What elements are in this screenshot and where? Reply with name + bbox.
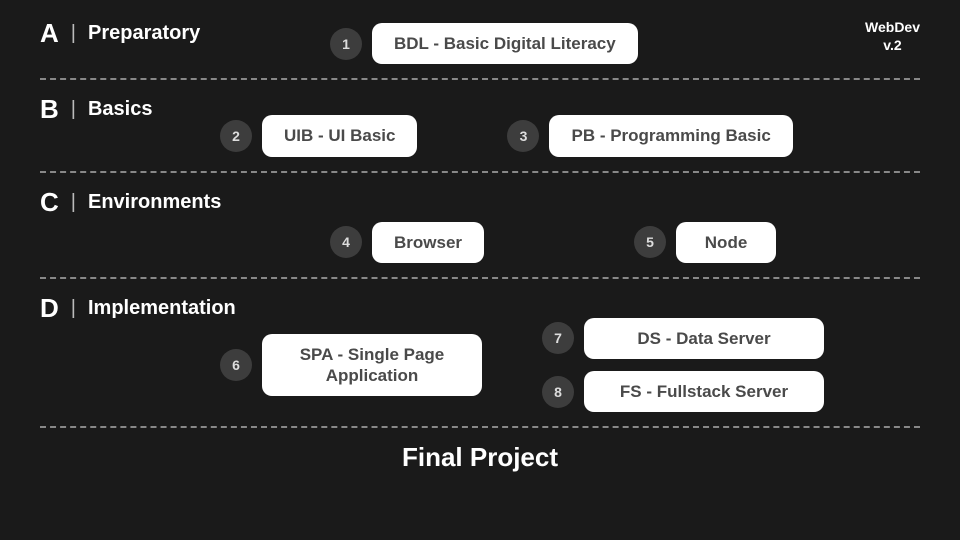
module-number-badge: 4 [330,226,362,258]
module-2: 2 UIB - UI Basic [220,115,417,156]
modules-row-a: 1 BDL - Basic Digital Literacy [330,23,920,64]
module-number-badge: 6 [220,349,252,381]
section-letter: D [40,293,59,324]
module-card: Node [676,222,776,263]
divider [40,78,920,80]
module-card: UIB - UI Basic [262,115,417,156]
module-1: 1 BDL - Basic Digital Literacy [330,23,638,64]
module-number-badge: 8 [542,376,574,408]
section-title: Preparatory [88,22,200,45]
section-a: A | Preparatory 1 BDL - Basic Digital Li… [40,18,920,64]
module-7: 7 DS - Data Server [542,318,824,359]
section-separator: | [71,98,76,121]
module-number-badge: 3 [507,120,539,152]
module-5: 5 Node [634,222,776,263]
module-number-badge: 1 [330,28,362,60]
modules-row-d: 6 SPA - Single Page Application 7 DS - D… [220,318,920,413]
modules-row-b: 2 UIB - UI Basic 3 PB - Programming Basi… [220,115,920,156]
module-card: SPA - Single Page Application [262,334,482,397]
section-head-c: C | Environments [40,187,920,218]
curriculum-diagram: A | Preparatory 1 BDL - Basic Digital Li… [0,0,960,473]
divider [40,426,920,428]
section-separator: | [71,297,76,320]
final-project-label: Final Project [40,442,920,473]
section-title: Environments [88,191,221,214]
divider [40,277,920,279]
module-card: DS - Data Server [584,318,824,359]
section-separator: | [71,191,76,214]
module-number-badge: 2 [220,120,252,152]
modules-row-c: 4 Browser 5 Node [330,222,920,263]
section-separator: | [71,22,76,45]
section-letter: C [40,187,59,218]
module-4: 4 Browser [330,222,484,263]
module-3: 3 PB - Programming Basic [507,115,792,156]
module-6: 6 SPA - Single Page Application [220,334,482,397]
module-card: BDL - Basic Digital Literacy [372,23,638,64]
module-number-badge: 5 [634,226,666,258]
section-d: D | Implementation 6 SPA - Single Page A… [40,293,920,413]
module-number-badge: 7 [542,322,574,354]
module-8: 8 FS - Fullstack Server [542,371,824,412]
divider [40,171,920,173]
section-title: Implementation [88,297,236,320]
section-title: Basics [88,98,153,121]
section-letter: B [40,94,59,125]
module-card: FS - Fullstack Server [584,371,824,412]
section-c: C | Environments 4 Browser 5 Node [40,187,920,263]
section-b: B | Basics 2 UIB - UI Basic 3 PB - Progr… [40,94,920,156]
section-letter: A [40,18,59,49]
module-card: Browser [372,222,484,263]
modules-d-right: 7 DS - Data Server 8 FS - Fullstack Serv… [542,318,824,413]
module-card: PB - Programming Basic [549,115,792,156]
